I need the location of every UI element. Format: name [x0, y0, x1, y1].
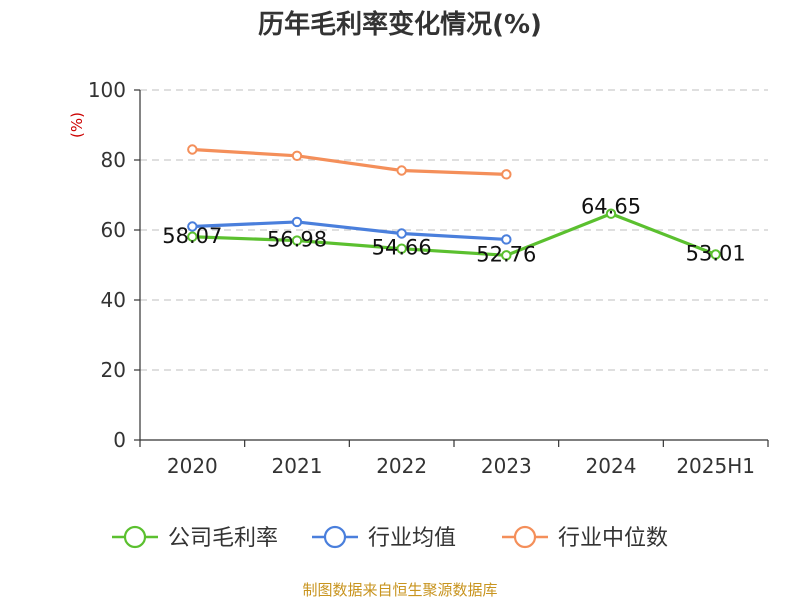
- y-tick-label-80: 80: [101, 148, 126, 172]
- point-0-3: [501, 250, 512, 261]
- data-label-2: 54.66: [372, 236, 432, 260]
- point-0-1: [291, 235, 303, 246]
- data-label-4: 64.65: [581, 195, 641, 219]
- point-2-0: [187, 144, 198, 155]
- legend[interactable]: 公司毛利率 行业均值 行业中位数: [112, 525, 668, 551]
- point-0-0: [187, 231, 198, 242]
- source-note: 制图数据来自恒生聚源数据库: [302, 581, 497, 599]
- y-axis-unit-label: (%): [68, 112, 86, 138]
- point-1-2: [396, 228, 407, 239]
- axes: 0 20 40 60 80 100 2020 2021 2022 2023 2024 2025H1: [88, 78, 769, 478]
- x-tick-label-2022: 2022: [376, 454, 427, 478]
- point-0-5: [710, 249, 721, 260]
- series-line-1: [192, 220, 507, 242]
- legend-label-2: 行业中位数: [558, 526, 668, 551]
- legend-label-1: 行业均值: [368, 526, 456, 551]
- y-tick-label-100: 100: [88, 78, 126, 102]
- point-0-2: [396, 243, 407, 254]
- data-label-5: 53.01: [686, 241, 746, 265]
- series-line-2: [192, 147, 507, 176]
- series-0: [187, 208, 721, 261]
- legend-item-0[interactable]: 公司毛利率: [112, 525, 278, 551]
- x-tick-label-2024: 2024: [586, 454, 637, 478]
- point-2-1: [291, 150, 303, 162]
- chart-title: 历年毛利率变化情况(%): [258, 9, 542, 40]
- series-2: [187, 144, 512, 180]
- x-tick-label-2021: 2021: [272, 454, 323, 478]
- point-1-0: [187, 221, 198, 232]
- legend-item-1[interactable]: 行业均值: [312, 525, 456, 551]
- y-tick-label-20: 20: [101, 358, 126, 382]
- y-tick-label-60: 60: [101, 218, 126, 242]
- data-labels: 58.07 56.98 54.66 52.76 64.65 53.01: [162, 195, 745, 267]
- point-2-3: [501, 169, 512, 180]
- x-tick-label-2023: 2023: [481, 454, 532, 478]
- data-label-0: 58.07: [162, 224, 222, 248]
- series-1: [187, 216, 512, 245]
- legend-marker-0: [123, 525, 147, 549]
- y-tick-label-40: 40: [101, 288, 126, 312]
- legend-label-0: 公司毛利率: [168, 526, 278, 551]
- x-tick-label-2020: 2020: [167, 454, 218, 478]
- point-2-2: [396, 165, 407, 176]
- x-tick-label-2025H1: 2025H1: [676, 454, 755, 478]
- legend-marker-2: [513, 525, 537, 549]
- legend-item-2[interactable]: 行业中位数: [502, 525, 668, 551]
- y-tick-label-0: 0: [113, 428, 126, 452]
- point-1-1: [291, 216, 303, 228]
- point-1-3: [501, 234, 512, 245]
- data-label-1: 56.98: [267, 228, 327, 252]
- legend-marker-1: [323, 525, 347, 549]
- series-layer: [187, 144, 721, 261]
- series-line-0: [192, 212, 717, 257]
- point-0-4: [605, 208, 617, 219]
- data-label-3: 52.76: [476, 242, 536, 266]
- gridlines: [140, 89, 768, 371]
